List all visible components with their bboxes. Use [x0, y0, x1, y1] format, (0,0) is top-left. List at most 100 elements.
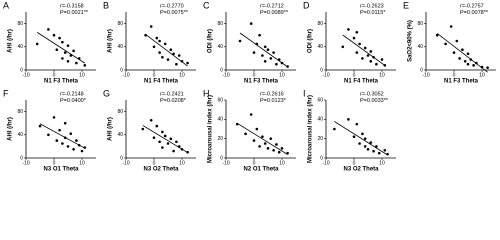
panel-letter: A: [3, 0, 9, 10]
data-point: [463, 60, 467, 63]
data-point: [261, 54, 264, 57]
x-axis-label: N2 O1 Theta: [243, 167, 279, 173]
data-point: [172, 149, 175, 153]
y-tick-label: 0: [220, 67, 223, 73]
y-tick-label: 80: [117, 109, 123, 115]
stat-annotation: P=0.0400*: [60, 98, 87, 104]
data-point: [61, 142, 64, 145]
y-axis-label: SaO2<90% (%): [408, 20, 414, 62]
y-tick-label: 80: [17, 109, 23, 115]
data-point: [177, 145, 181, 148]
panel-letter: I: [303, 88, 306, 98]
x-tick-label: -10: [222, 160, 229, 166]
data-point: [75, 139, 78, 142]
data-point: [272, 51, 275, 54]
x-tick-label: 0: [253, 72, 256, 78]
data-point: [255, 42, 259, 46]
data-point: [272, 148, 275, 152]
y-axis-label: Microarousal index (/hr): [208, 95, 214, 163]
data-point: [258, 145, 261, 148]
fit-line: [36, 32, 86, 64]
data-point: [352, 36, 356, 40]
data-point: [144, 33, 147, 37]
y-tick-label: 0: [320, 155, 323, 161]
data-point: [455, 39, 459, 43]
x-tick-label: 10: [79, 72, 85, 78]
y-tick-label: 40: [317, 44, 323, 50]
y-tick-label: 0: [120, 67, 123, 73]
data-point: [466, 62, 470, 66]
stat-annotation: P=0.0021**: [60, 10, 89, 16]
x-axis-label: N1 F4 Theta: [144, 79, 179, 85]
x-tick-label: -10: [322, 72, 329, 78]
data-point: [58, 128, 61, 132]
x-tick-label: 0: [253, 160, 256, 166]
x-axis-label: N3 O1 Theta: [43, 167, 79, 173]
y-tick-label: 20: [217, 136, 223, 142]
data-point: [266, 48, 270, 51]
y-axis-label: ODI (/hr): [308, 29, 314, 53]
panel-letter: B: [103, 0, 109, 10]
x-tick-label: 0: [153, 160, 156, 166]
data-point: [258, 33, 261, 37]
data-point: [163, 134, 167, 138]
data-point: [66, 44, 70, 47]
data-point: [352, 135, 356, 139]
data-point: [372, 55, 375, 59]
x-tick-label: 10: [479, 72, 485, 78]
y-tick-label: 0: [320, 67, 323, 73]
data-point: [263, 60, 267, 63]
data-point: [149, 119, 153, 122]
data-point: [266, 147, 270, 150]
data-point: [275, 62, 278, 66]
panel-letter: H: [203, 88, 210, 98]
fit-line: [342, 34, 386, 66]
stat-annotation: r=-0.2712: [260, 3, 284, 9]
y-tick-label: 80: [117, 21, 123, 27]
data-point: [472, 64, 475, 67]
data-point: [47, 28, 50, 31]
stat-annotation: P=0.0089**: [260, 10, 289, 16]
data-point: [163, 42, 167, 46]
data-point: [77, 57, 81, 60]
y-tick-label: 40: [417, 44, 423, 50]
x-axis-label: N1 F4 Theta: [344, 79, 379, 85]
data-point: [161, 55, 164, 59]
data-point: [66, 60, 70, 63]
y-axis-label: AHI (/hr): [8, 29, 14, 53]
data-point: [263, 142, 267, 145]
data-point: [244, 132, 247, 136]
x-tick-label: -10: [122, 72, 129, 78]
data-point: [52, 116, 56, 119]
data-point: [158, 51, 161, 54]
data-point: [63, 136, 67, 139]
data-point: [386, 152, 389, 156]
data-point: [75, 61, 78, 65]
data-point: [141, 127, 145, 131]
data-point: [435, 33, 439, 37]
y-tick-label: 80: [217, 21, 223, 27]
data-point: [377, 151, 381, 155]
stat-annotation: r=-0.2421: [160, 91, 184, 97]
x-tick-label: -10: [22, 160, 29, 166]
data-point: [61, 57, 64, 60]
data-point: [383, 64, 387, 67]
data-point: [475, 61, 478, 65]
data-point: [369, 50, 373, 53]
data-point: [369, 141, 373, 144]
data-point: [363, 145, 367, 148]
data-point: [158, 140, 161, 144]
data-point: [161, 130, 164, 134]
data-point: [158, 39, 161, 43]
data-point: [69, 54, 73, 57]
data-point: [480, 65, 484, 69]
data-point: [249, 113, 253, 116]
x-tick-label: 0: [353, 160, 356, 166]
y-tick-label: 40: [117, 132, 123, 138]
data-point: [280, 147, 284, 150]
data-point: [238, 39, 242, 43]
y-axis-label: AHI (/hr): [108, 117, 114, 141]
data-point: [166, 58, 170, 61]
x-tick-label: 0: [453, 72, 456, 78]
